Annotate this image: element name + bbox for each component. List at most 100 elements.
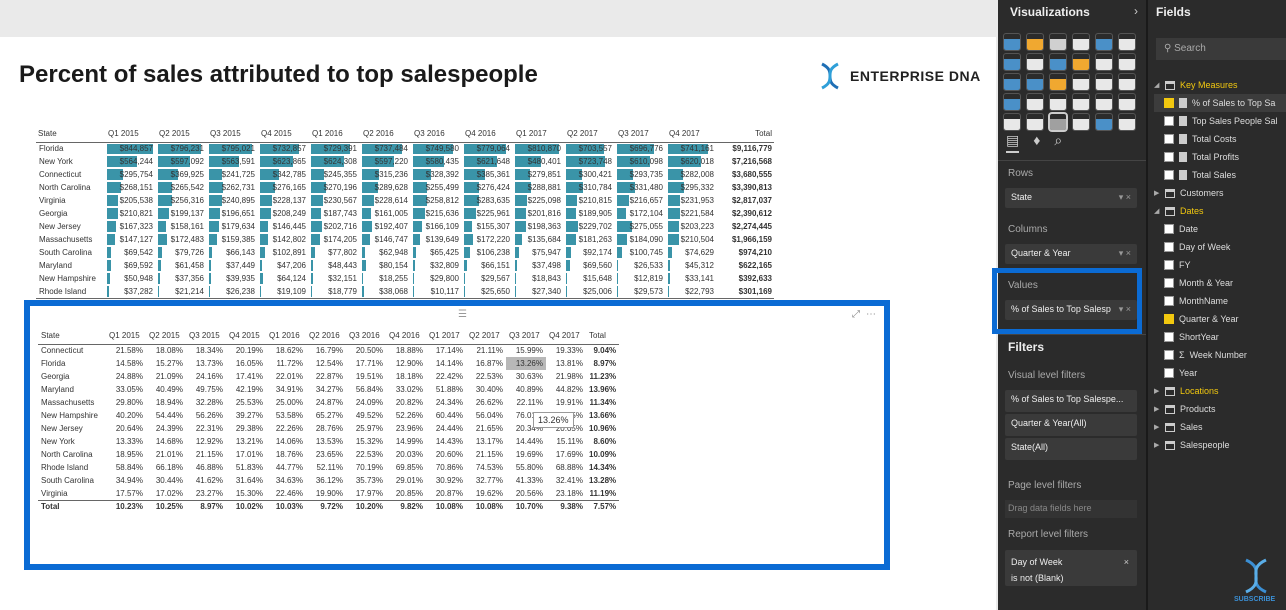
format-paint-roller-icon[interactable]: ♦ bbox=[1033, 132, 1041, 148]
data-cell[interactable]: 18.76% bbox=[275, 450, 303, 459]
data-cell[interactable]: 24.88% bbox=[115, 372, 143, 381]
column-header[interactable]: Q1 2017 bbox=[426, 328, 466, 345]
data-cell[interactable]: 23.27% bbox=[195, 488, 223, 498]
field-item[interactable]: Σ Week Number bbox=[1154, 346, 1286, 364]
chevron-down-icon[interactable]: ◢ bbox=[1154, 82, 1160, 89]
field-item[interactable]: Total Profits bbox=[1154, 148, 1286, 166]
data-cell[interactable]: 22.46% bbox=[275, 488, 303, 498]
data-cell[interactable]: 19.69% bbox=[515, 450, 543, 459]
data-cell[interactable]: 34.91% bbox=[275, 385, 303, 394]
column-header[interactable]: Q4 2017 bbox=[667, 126, 718, 143]
data-cell[interactable]: 20.85% bbox=[395, 488, 423, 498]
data-cell[interactable]: 21.11% bbox=[476, 346, 503, 356]
data-cell[interactable]: 18.34% bbox=[195, 346, 223, 356]
column-header[interactable]: Q1 2015 bbox=[106, 328, 146, 345]
data-cell[interactable]: 13.73% bbox=[195, 359, 223, 368]
chevron-down-icon[interactable]: ◢ bbox=[1154, 208, 1160, 215]
chevron-right-icon[interactable]: ▶ bbox=[1154, 190, 1160, 197]
data-cell[interactable]: 12.90% bbox=[395, 359, 423, 368]
filter-card-measure[interactable]: % of Sales to Top Salespe... bbox=[1005, 390, 1137, 412]
data-cell[interactable]: 24.39% bbox=[155, 424, 183, 433]
data-cell[interactable]: 51.88% bbox=[435, 385, 463, 394]
column-header[interactable]: Q2 2015 bbox=[157, 126, 208, 143]
data-cell[interactable]: 25.00% bbox=[275, 398, 303, 407]
visual-type-icon[interactable] bbox=[1003, 53, 1021, 71]
visual-type-icon[interactable] bbox=[1026, 33, 1044, 51]
data-cell[interactable]: 33.02% bbox=[395, 385, 423, 394]
checkbox[interactable] bbox=[1164, 278, 1174, 288]
filter-card-quarter[interactable]: Quarter & Year(All) bbox=[1005, 414, 1137, 436]
data-cell[interactable]: 18.94% bbox=[155, 398, 183, 407]
field-table[interactable]: ◢ Key Measures bbox=[1154, 76, 1286, 94]
close-icon[interactable]: × bbox=[1123, 557, 1129, 567]
data-cell[interactable]: 15.99% bbox=[515, 346, 543, 356]
data-cell[interactable]: 20.64% bbox=[115, 424, 143, 433]
more-options-icon[interactable]: ⋯ bbox=[866, 309, 876, 320]
data-cell[interactable]: 20.87% bbox=[435, 488, 463, 498]
checkbox[interactable] bbox=[1164, 98, 1174, 108]
field-item[interactable]: MonthName bbox=[1154, 292, 1286, 310]
data-cell[interactable]: 21.65% bbox=[475, 424, 503, 433]
data-cell[interactable]: 17.41% bbox=[235, 372, 263, 381]
fields-tab-icon[interactable]: ▤ bbox=[1006, 132, 1020, 153]
data-cell[interactable]: 17.02% bbox=[155, 488, 183, 498]
visual-type-icon[interactable] bbox=[1003, 113, 1021, 131]
data-cell[interactable]: 21.98% bbox=[555, 372, 583, 381]
checkbox[interactable] bbox=[1164, 314, 1174, 324]
data-cell[interactable]: 30.63% bbox=[515, 372, 543, 381]
visual-type-icon[interactable] bbox=[1072, 113, 1090, 131]
column-header[interactable]: Q3 2017 bbox=[506, 328, 546, 345]
column-header[interactable]: Q3 2015 bbox=[186, 328, 226, 345]
field-item[interactable]: Top Sales People Sal bbox=[1154, 112, 1286, 130]
data-cell[interactable]: 56.26% bbox=[195, 411, 223, 420]
data-cell[interactable]: 19.33% bbox=[555, 346, 583, 356]
data-cell[interactable]: 13.53% bbox=[315, 437, 343, 446]
checkbox[interactable] bbox=[1164, 134, 1174, 144]
data-cell[interactable]: 54.44% bbox=[155, 411, 183, 420]
data-cell[interactable]: 30.92% bbox=[435, 476, 463, 485]
data-cell[interactable]: 25.53% bbox=[235, 398, 263, 407]
column-header[interactable]: Q4 2016 bbox=[463, 126, 514, 143]
data-cell[interactable]: 21.15% bbox=[475, 450, 503, 459]
data-cell[interactable]: 14.06% bbox=[275, 437, 303, 446]
column-header[interactable]: Q1 2016 bbox=[310, 126, 361, 143]
checkbox[interactable] bbox=[1164, 242, 1174, 252]
data-cell[interactable]: 70.19% bbox=[355, 463, 383, 472]
data-cell[interactable]: 23.18% bbox=[555, 488, 583, 498]
column-header[interactable]: Q4 2017 bbox=[546, 328, 586, 345]
data-cell[interactable]: 21.58% bbox=[115, 346, 143, 356]
column-header[interactable]: Q2 2015 bbox=[146, 328, 186, 345]
data-cell[interactable]: 26.62% bbox=[475, 398, 503, 407]
column-header[interactable]: Q3 2016 bbox=[346, 328, 386, 345]
visual-type-icon[interactable] bbox=[1095, 53, 1113, 71]
data-cell[interactable]: 19.62% bbox=[475, 488, 503, 498]
percent-matrix-table[interactable]: State Q1 2015 Q2 2015 Q3 2015 Q4 2015 Q1 2016… bbox=[38, 328, 620, 513]
checkbox[interactable] bbox=[1164, 260, 1174, 270]
data-cell[interactable]: 56.84% bbox=[355, 385, 383, 394]
data-cell[interactable]: 42.19% bbox=[235, 385, 263, 394]
field-item[interactable]: FY bbox=[1154, 256, 1286, 274]
checkbox[interactable] bbox=[1164, 152, 1174, 162]
data-cell[interactable]: 18.08% bbox=[155, 346, 183, 356]
column-header[interactable]: Q2 2017 bbox=[565, 126, 616, 143]
visual-type-icon[interactable] bbox=[1118, 53, 1136, 71]
data-cell[interactable]: 23.65% bbox=[315, 450, 343, 459]
column-header[interactable]: Q2 2017 bbox=[466, 328, 506, 345]
data-cell[interactable]: 22.53% bbox=[355, 450, 383, 459]
data-cell[interactable]: 33.05% bbox=[115, 385, 143, 394]
column-header[interactable]: Q1 2016 bbox=[266, 328, 306, 345]
data-cell[interactable]: 14.99% bbox=[395, 437, 423, 446]
data-cell[interactable]: 22.42% bbox=[435, 372, 463, 381]
data-cell[interactable]: 20.03% bbox=[395, 450, 423, 459]
data-cell[interactable]: 51.83% bbox=[235, 463, 263, 472]
data-cell[interactable]: 14.44% bbox=[515, 437, 543, 446]
data-cell[interactable]: 32.28% bbox=[195, 398, 223, 407]
percent-matrix-visual[interactable]: ☰ ⤢ ⋯ State Q1 2015 Q2 2015 Q3 2015 Q4 2015 Q… bbox=[24, 300, 890, 570]
data-cell[interactable]: 24.44% bbox=[435, 424, 463, 433]
field-table[interactable]: ▶ Salespeople bbox=[1154, 436, 1286, 454]
data-cell[interactable]: 22.01% bbox=[275, 372, 303, 381]
remove-icon[interactable]: ▾ × bbox=[1118, 304, 1131, 314]
field-item[interactable]: Quarter & Year bbox=[1154, 310, 1286, 328]
visual-type-icon[interactable] bbox=[1003, 93, 1021, 111]
visual-type-icon[interactable] bbox=[1049, 93, 1067, 111]
